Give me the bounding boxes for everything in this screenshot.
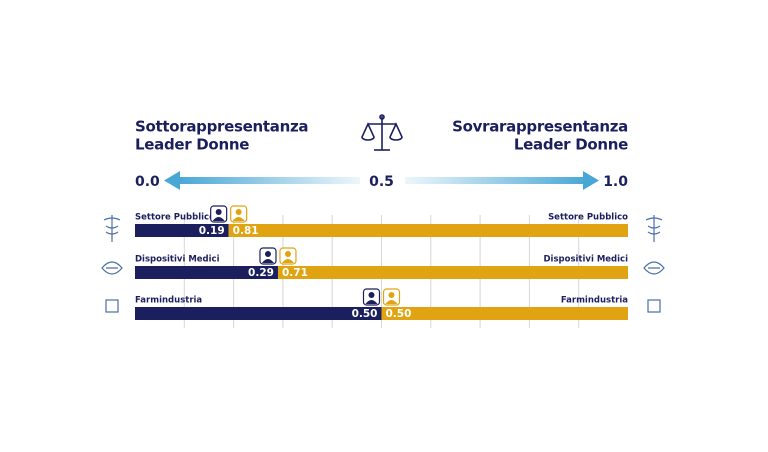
right-heading: Leader Donne [514,136,628,154]
right-arrow [405,171,599,190]
person-body [232,217,245,221]
category-label: Dispositivi Medici [544,255,629,265]
person-icon [210,205,228,223]
person-icon [362,288,381,306]
person-icon [382,288,401,306]
x-tick-label: 1.0 [603,174,628,190]
value-label: 0.19 [199,225,225,237]
person-head [284,251,291,257]
person-body [385,300,398,304]
value-label: 0.50 [352,308,378,320]
bar [135,224,229,237]
person-head [264,251,271,257]
scale-icon [361,114,403,151]
category-label: Dispositivi Medici [135,255,220,265]
person-body [212,217,225,221]
person-head [215,209,222,215]
category-label: Farmindustria [561,296,628,306]
person-body [365,300,378,304]
person-body [261,259,274,263]
right-heading: Sovrarappresentanza [452,118,628,136]
person-icon [259,247,277,265]
person-icon [230,205,248,223]
person-body [281,259,294,263]
person-head [235,209,242,215]
value-label: 0.29 [248,267,274,279]
bar [381,307,628,320]
bar [228,224,629,237]
bar [135,307,382,320]
bar [135,266,278,279]
logo [101,215,665,313]
x-tick-label: 0.5 [369,174,394,190]
value-label: 0.81 [233,225,259,237]
person-head [388,292,395,298]
left-arrow [164,171,360,190]
bar [277,266,628,279]
person-icon [279,247,297,265]
left-heading: Leader Donne [135,136,249,154]
value-label: 0.71 [282,267,308,279]
category-label: Farmindustria [135,296,202,306]
person-head [368,292,375,298]
x-tick-label: 0.0 [135,174,160,190]
category-label: Settore Pubblico [548,213,628,223]
category-label: Settore Pubblico [135,213,215,223]
left-heading: Sottorappresentanza [135,118,308,136]
value-label: 0.50 [386,308,412,320]
